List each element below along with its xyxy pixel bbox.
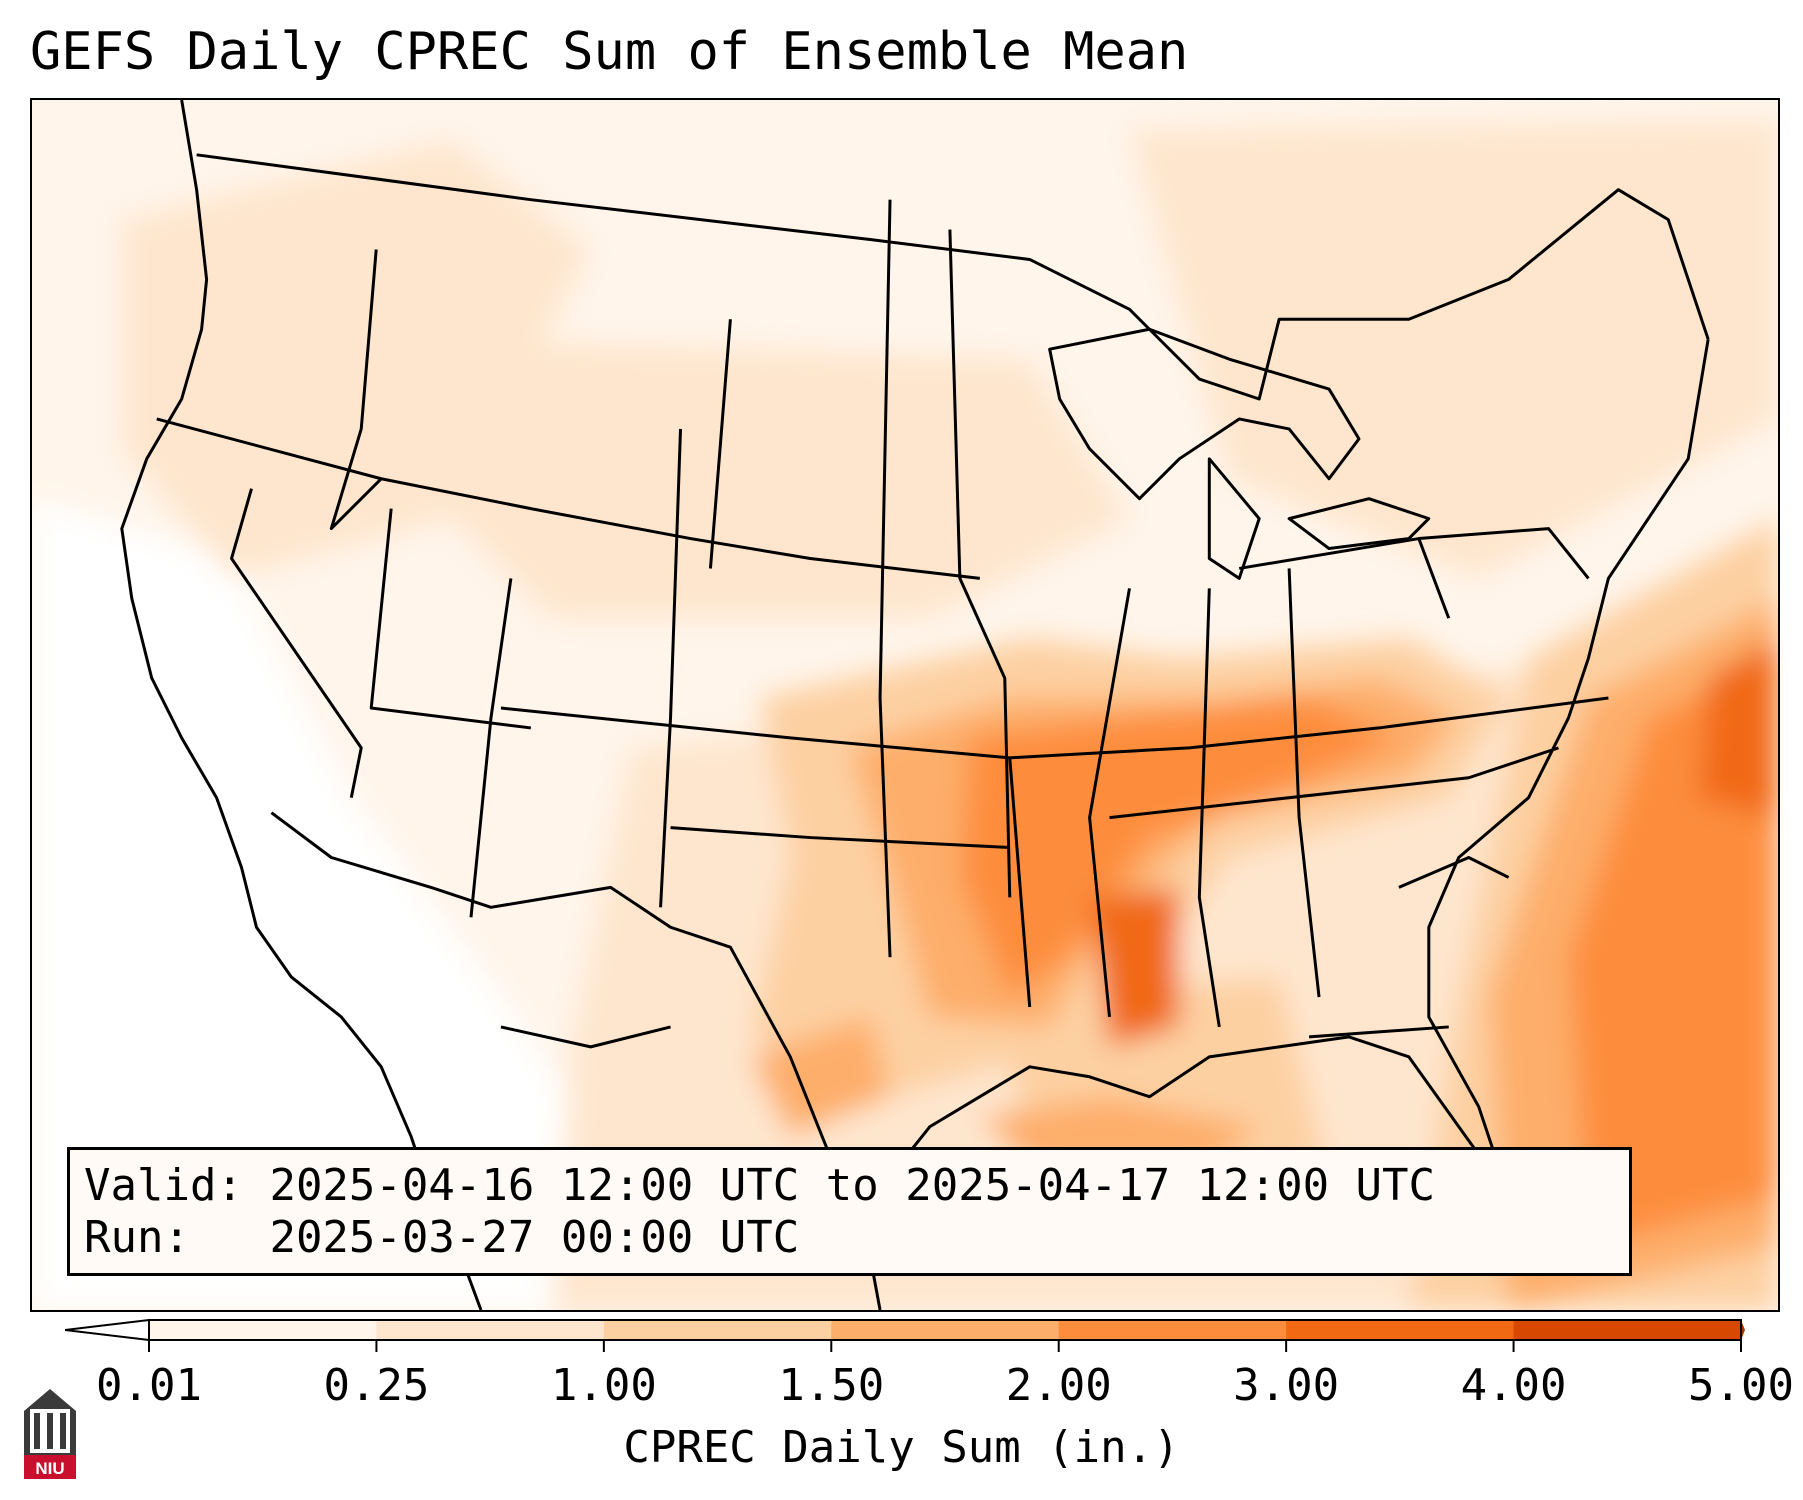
colorbar-segment bbox=[1513, 1320, 1742, 1340]
colorbar-tick-label: 3.00 bbox=[1233, 1360, 1340, 1411]
colorbar-tick-label: 0.01 bbox=[96, 1360, 202, 1411]
colorbar-segment bbox=[603, 1320, 832, 1340]
run-label: Run: bbox=[84, 1212, 190, 1263]
colorbar-segment bbox=[376, 1320, 605, 1340]
precipitation-map[interactable] bbox=[30, 98, 1780, 1312]
logo-text: NIU bbox=[35, 1459, 64, 1478]
colorbar-under-extend bbox=[65, 1318, 150, 1342]
colorbar-label: CPREC Daily Sum (in.) bbox=[623, 1422, 1180, 1473]
run-value: 2025-03-27 00:00 UTC bbox=[269, 1212, 800, 1263]
colorbar-ticks: 0.01 0.25 1.00 1.50 2.00 3.00 4.00 5.00 bbox=[0, 1360, 1803, 1420]
colorbar bbox=[65, 1318, 1745, 1352]
colorbar-tick-label: 0.25 bbox=[323, 1360, 430, 1411]
valid-label: Valid: bbox=[84, 1160, 243, 1211]
valid-line: Valid: 2025-04-16 12:00 UTC to 2025-04-1… bbox=[84, 1160, 1435, 1212]
colorbar-tick-label: 4.00 bbox=[1460, 1360, 1567, 1411]
colorbar-tick-label: 5.00 bbox=[1688, 1360, 1794, 1411]
political-boundaries bbox=[120, 100, 1710, 1310]
run-line: Run: 2025-03-27 00:00 UTC bbox=[84, 1212, 799, 1264]
colorbar-segment bbox=[831, 1320, 1060, 1340]
colorbar-tick-label: 1.00 bbox=[550, 1360, 657, 1411]
colorbar-tick-label: 2.00 bbox=[1005, 1360, 1112, 1411]
colorbar-segment bbox=[1286, 1320, 1515, 1340]
chart-title: GEFS Daily CPREC Sum of Ensemble Mean bbox=[30, 22, 1189, 82]
colorbar-tick-label: 1.50 bbox=[778, 1360, 885, 1411]
colorbar-segment bbox=[1058, 1320, 1287, 1340]
valid-value: 2025-04-16 12:00 UTC to 2025-04-17 12:00… bbox=[269, 1160, 1436, 1211]
colorbar-segment bbox=[149, 1320, 377, 1340]
colorbar-outline bbox=[148, 1319, 1742, 1341]
niu-building-icon: NIU bbox=[24, 1389, 76, 1479]
valid-time-box: Valid: 2025-04-16 12:00 UTC to 2025-04-1… bbox=[67, 1147, 1632, 1276]
